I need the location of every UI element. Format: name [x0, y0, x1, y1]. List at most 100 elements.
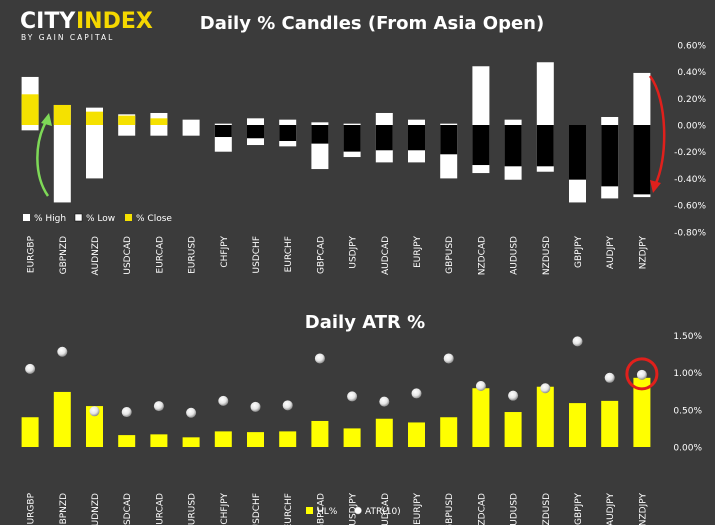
legend-high-swatch — [23, 214, 30, 221]
close-bar — [247, 125, 264, 139]
atr-x-tick-label: USDJPY — [349, 493, 359, 525]
low-bar — [440, 154, 458, 179]
low-bar — [247, 138, 264, 146]
atr-point — [57, 346, 68, 357]
atr-x-tick-label: EURGBP — [27, 492, 37, 525]
atr-x-tick-label: GBPJPY — [574, 493, 584, 525]
close-bar — [150, 118, 168, 125]
brand-logo: CITY INDEX BY GAIN CAPITAL — [20, 9, 153, 42]
atr-x-tick-label: GBPCAD — [316, 493, 326, 525]
atr-point — [411, 388, 422, 399]
brand-tagline: BY GAIN CAPITAL — [21, 33, 114, 42]
candles-x-tick-label: AUDUSD — [510, 236, 520, 275]
low-bar — [569, 179, 586, 203]
hl-bar — [601, 400, 619, 447]
close-bar — [375, 125, 393, 151]
close-bar — [279, 125, 297, 142]
candles-bars — [21, 62, 651, 203]
candles-x-tick-label: EURCAD — [155, 236, 165, 274]
candles-x-tick-label: GBPUSD — [445, 236, 455, 274]
atr-x-tick-label: GBPNZD — [59, 493, 69, 525]
close-bar — [633, 125, 651, 195]
hl-bar — [440, 417, 458, 447]
atr-x-tick-label: CHFJPY — [220, 493, 230, 525]
atr-y-tick-label: 0.50% — [673, 406, 702, 416]
atr-point — [218, 395, 229, 406]
atr-point — [508, 390, 519, 401]
candles-x-tick-label: CHFJPY — [220, 236, 230, 268]
brand-name-part2: INDEX — [76, 9, 153, 34]
hl-bar — [633, 377, 651, 447]
close-bar — [311, 125, 329, 144]
low-bar — [311, 143, 329, 170]
candles-y-axis: 0.60% 0.40% 0.20% 0.00% -0.20% -0.40% -0.60% -0… — [674, 41, 706, 238]
candles-y-tick-label: 0.60% — [677, 41, 706, 51]
atr-x-tick-label: EURJPY — [413, 493, 423, 525]
candles-y-tick-label: -0.20% — [674, 148, 706, 158]
close-bar — [343, 125, 361, 152]
candles-x-tick-label: EURCHF — [284, 236, 294, 272]
atr-point — [604, 372, 615, 383]
low-bar — [408, 150, 425, 163]
atr-y-tick-label: 1.50% — [673, 332, 702, 342]
atr-x-tick-label: AUDNZD — [91, 493, 101, 525]
low-bar — [182, 125, 200, 136]
candles-y-tick-label: -0.80% — [674, 228, 706, 238]
close-bar — [504, 125, 522, 167]
atr-point — [540, 383, 551, 394]
legend-low-label: % Low — [86, 214, 115, 224]
close-bar — [118, 115, 136, 125]
atr-x-tick-label: NZDJPY — [638, 493, 648, 525]
close-bar — [472, 125, 490, 166]
brand-name-part1: CITY — [20, 9, 76, 34]
atr-point — [347, 391, 358, 402]
atr-point — [250, 401, 261, 412]
candles-x-tick-label: GBPJPY — [574, 236, 584, 268]
candles-x-tick-label: NZDJPY — [638, 236, 648, 270]
candles-x-tick-label: GBPNZD — [59, 236, 69, 274]
candles-x-tick-label: AUDJPY — [606, 236, 616, 270]
hl-bar — [214, 431, 232, 447]
atr-x-tick-label: USDCAD — [123, 493, 133, 525]
hl-bar — [86, 406, 103, 447]
close-bar — [569, 125, 586, 180]
low-bar — [214, 137, 232, 152]
atr-x-tick-label: NZDCAD — [477, 493, 487, 525]
atr-y-tick-label: 1.00% — [673, 369, 702, 379]
atr-point — [89, 406, 100, 417]
legend-atr-marker — [354, 506, 362, 515]
close-bar — [21, 94, 39, 125]
hl-bar — [536, 386, 554, 447]
nzdjpy-highlight-circle — [625, 357, 659, 391]
hl-bar — [279, 431, 297, 447]
candles-x-tick-label: NZDCAD — [477, 236, 487, 275]
legend-low-swatch — [74, 213, 83, 222]
atr-hl-bars — [21, 377, 651, 447]
up-arrow-icon — [36, 113, 52, 197]
atr-x-tick-label: EURUSD — [188, 493, 198, 525]
candles-x-tick-label: EURJPY — [413, 236, 423, 268]
atr-point — [314, 353, 325, 364]
legend-hl-label: HL% — [317, 507, 338, 517]
down-arrow-icon — [648, 75, 666, 193]
low-bar — [343, 151, 361, 158]
atr-point — [282, 400, 293, 411]
candles-y-tick-label: 0.40% — [677, 68, 706, 78]
atr-point — [379, 396, 390, 407]
candles-chart-title: Daily % Candles (From Asia Open) — [200, 13, 544, 34]
candles-x-tick-label: NZDUSD — [542, 236, 552, 275]
atr-dots — [25, 336, 647, 418]
candles-y-tick-label: -0.40% — [674, 175, 706, 185]
close-bar — [601, 125, 619, 187]
atr-point — [636, 369, 647, 380]
atr-x-tick-label: NZDUSD — [542, 493, 552, 525]
close-bar — [214, 125, 232, 138]
close-bar — [86, 111, 103, 125]
hl-bar — [343, 428, 361, 447]
atr-x-axis: EURGBP GBPNZD AUDNZD USDCAD EURCAD EURUSD CHFJ… — [27, 492, 649, 525]
atr-x-tick-label: AUDJPY — [606, 493, 616, 525]
candles-x-tick-label: EURUSD — [188, 236, 198, 274]
hl-bar — [118, 435, 136, 447]
atr-legend: HL% ATR(10) — [306, 506, 401, 517]
candles-y-tick-label: 0.00% — [677, 122, 706, 132]
